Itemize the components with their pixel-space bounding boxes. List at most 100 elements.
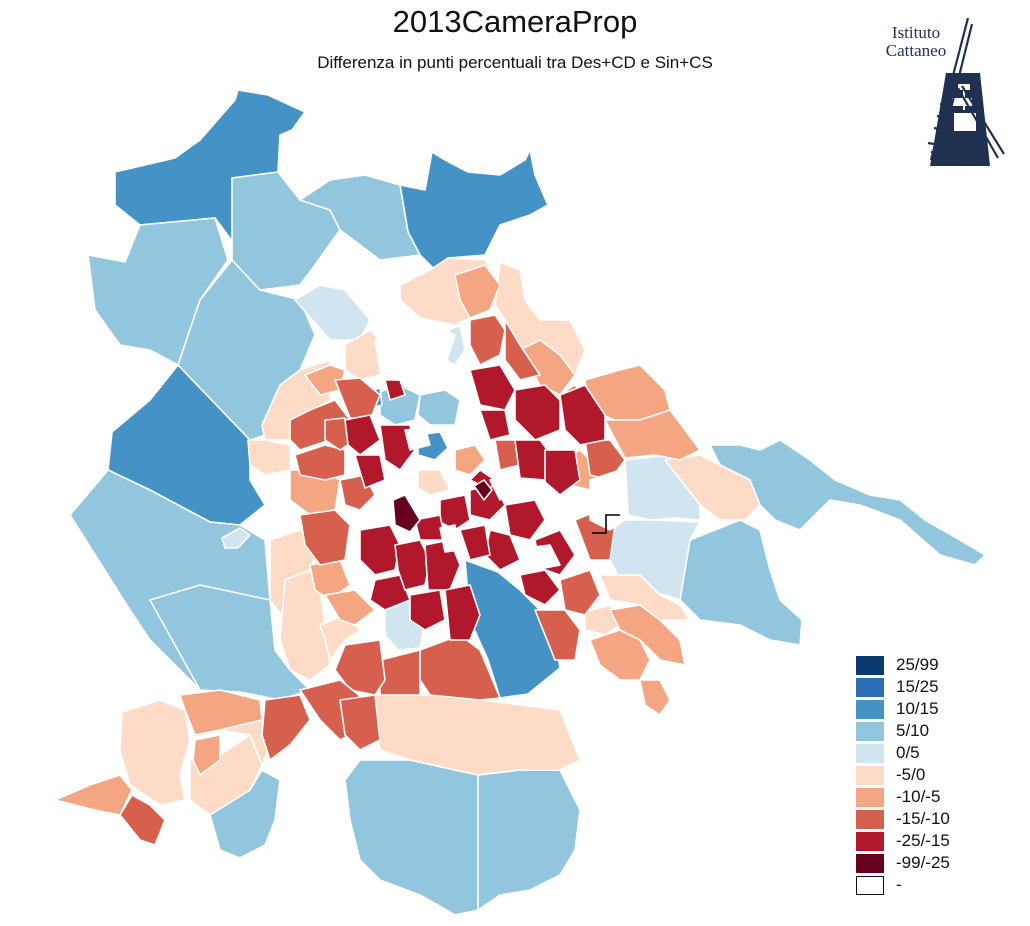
zone-centre-blue-2 [417, 389, 461, 426]
zone-red-east-3 [559, 569, 601, 616]
zone-north-light [294, 284, 371, 341]
zone-west-light [221, 527, 251, 549]
zone-nodata-1 [349, 509, 386, 531]
legend-swatch [856, 655, 884, 675]
legend-item: 15/25 [856, 676, 950, 698]
logo-text-line2: Cattaneo [885, 41, 947, 60]
legend-label: -5/0 [896, 765, 926, 784]
legend-label: -99/-25 [896, 853, 950, 872]
zone-core-2 [369, 574, 411, 611]
zone-ring-north-2 [494, 261, 586, 376]
legend-item: - [856, 874, 950, 896]
zone-ring-east-2 [599, 574, 691, 621]
zone-core-9 [469, 364, 516, 411]
legend-swatch [856, 875, 884, 895]
zone-core-13 [544, 449, 581, 496]
legend-swatch [856, 787, 884, 807]
legend-swatch [856, 765, 884, 785]
zone-core-10 [514, 384, 561, 441]
zone-core-24 [354, 454, 386, 489]
legend-label: 10/15 [896, 699, 939, 718]
legend-label: 5/10 [896, 721, 930, 740]
zone-nodata-4 [489, 474, 516, 501]
legend-swatch [856, 853, 884, 873]
zone-ring-south-west-2 [189, 734, 263, 816]
legend-swatch [856, 809, 884, 829]
legend-swatch [856, 677, 884, 697]
zone-core-15 [504, 499, 546, 541]
zone-nodata-2 [524, 544, 561, 571]
legend-label: 15/25 [896, 677, 939, 696]
map-subtitle: Differenza in punti percentuali tra Des+… [317, 53, 713, 72]
legend-label: -15/-10 [896, 809, 950, 828]
windmill-icon [927, 18, 1005, 166]
zone-core-5 [409, 589, 446, 631]
zone-core-18 [519, 569, 561, 606]
legend-item: 25/99 [856, 654, 950, 676]
legend-item: 0/5 [856, 742, 950, 764]
zone-core-7 [344, 414, 381, 456]
istituto-cattaneo-logo: Istituto Cattaneo [868, 18, 1018, 173]
zone-far-east [709, 439, 986, 566]
zone-ring-south-west-1 [119, 699, 191, 806]
zone-orange-east-5 [639, 679, 671, 716]
zone-core-25 [384, 379, 406, 401]
map-title: 2013CameraProp [392, 4, 638, 39]
zone-south [344, 759, 479, 916]
zone-orange-south-west-1 [179, 689, 263, 736]
zone-ring-east-1 [664, 454, 761, 521]
legend-label: 25/99 [896, 655, 939, 674]
zone-darkest-2 [473, 479, 493, 501]
zone-orange-south-west-2 [192, 734, 221, 776]
zone-red-south-5 [261, 694, 311, 761]
legend-label: - [896, 875, 902, 894]
zone-east-inner [464, 559, 561, 699]
zone-orange-centre-1 [454, 444, 486, 476]
zone-core-6 [444, 584, 481, 641]
zone-north-1 [231, 171, 341, 291]
zone-red-south-2 [379, 649, 421, 696]
legend-swatch [856, 831, 884, 851]
map-legend: 25/99 15/25 10/15 5/10 0/5 -5/0 -10/-5 -15/-10 -… [856, 654, 950, 896]
logo-text-line1: Istituto [891, 23, 941, 42]
zone-orange-east-2 [604, 409, 701, 461]
zone-north-east [399, 149, 549, 271]
zone-red-far-south-west [119, 794, 166, 846]
zone-nodata-3 [404, 427, 431, 451]
zone-core-11 [559, 384, 606, 446]
zone-orange-north-2 [519, 339, 576, 396]
zone-ring-south-1 [374, 694, 581, 776]
zone-red-west-3 [299, 509, 351, 566]
legend-swatch [856, 699, 884, 719]
boundary-marker-line [592, 514, 620, 534]
zone-red-north-2 [504, 319, 541, 381]
zone-nodata-5 [589, 469, 626, 531]
zone-north-2 [299, 174, 421, 261]
legend-swatch [856, 721, 884, 741]
zone-nodata-6 [439, 524, 461, 553]
zone-core-1 [359, 524, 401, 576]
legend-item: 10/15 [856, 698, 950, 720]
zone-orange-far-south-west [54, 774, 133, 816]
legend-item: 5/10 [856, 720, 950, 742]
zone-red-west-4 [334, 377, 381, 421]
legend-label: 0/5 [896, 743, 920, 762]
zone-east [679, 519, 803, 646]
zone-darkest-1 [392, 494, 421, 533]
zone-orange-east-4 [609, 604, 686, 666]
zone-core-22 [479, 409, 511, 441]
legend-item: -25/-15 [856, 830, 950, 852]
legend-item: -99/-25 [856, 852, 950, 874]
zone-red-north-1 [469, 314, 506, 366]
zone-ring-centre-2 [417, 469, 451, 496]
zone-red-east-4 [534, 609, 581, 661]
zone-red-west-2 [294, 444, 346, 481]
zone-nodata-north [374, 324, 456, 381]
zone-red-south-6 [339, 694, 381, 751]
zone-ring-west-4 [247, 439, 291, 476]
legend-item: -10/-5 [856, 786, 950, 808]
legend-label: -25/-15 [896, 831, 950, 850]
legend-item: -5/0 [856, 764, 950, 786]
zone-core-20 [459, 524, 491, 561]
